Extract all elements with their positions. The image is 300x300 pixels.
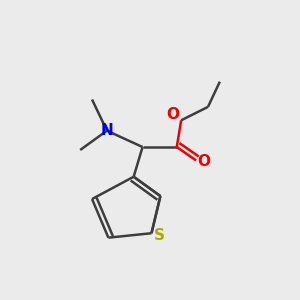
Text: O: O <box>166 107 179 122</box>
Text: N: N <box>100 123 113 138</box>
Text: O: O <box>197 154 210 169</box>
Text: S: S <box>154 228 165 243</box>
